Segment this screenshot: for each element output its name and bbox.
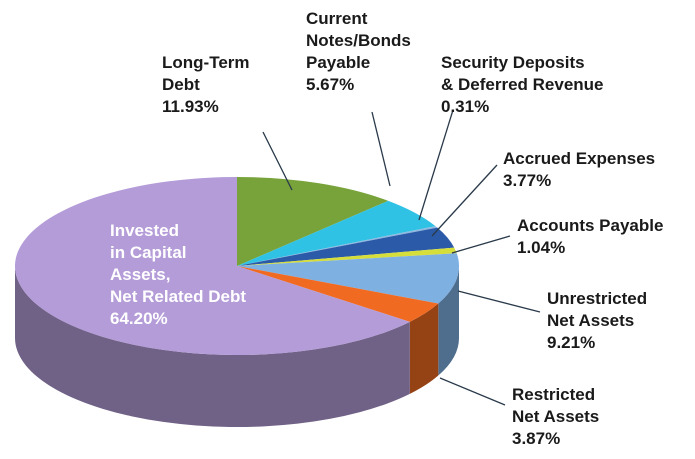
slice-label: Current Notes/Bonds Payable 5.67% bbox=[306, 8, 411, 96]
category-name: Accounts Payable bbox=[517, 216, 664, 235]
slice-label: Unrestricted Net Assets 9.21% bbox=[547, 288, 647, 354]
pie-sides bbox=[15, 266, 459, 428]
category-name: Restricted Net Assets bbox=[512, 385, 600, 426]
value-label: 0.31% bbox=[441, 97, 490, 116]
leader-line bbox=[451, 235, 511, 254]
pie-tops bbox=[15, 177, 460, 356]
value-label: 11.93% bbox=[162, 97, 219, 116]
category-name: Current Notes/Bonds Payable bbox=[306, 9, 411, 72]
leader-line bbox=[262, 131, 293, 191]
slice-side bbox=[15, 266, 410, 428]
slice-label: Security Deposits & Deferred Revenue 0.31… bbox=[441, 52, 604, 118]
slice bbox=[237, 253, 460, 304]
slice bbox=[237, 227, 455, 266]
slice-label: Accounts Payable 1.04% bbox=[517, 215, 663, 259]
leader-line bbox=[371, 111, 391, 187]
slice bbox=[237, 177, 389, 266]
slice bbox=[15, 177, 410, 356]
value-label: 5.67% bbox=[306, 75, 355, 94]
slice-label: Long-Term Debt 11.93% bbox=[162, 52, 250, 118]
leader-lines bbox=[262, 109, 541, 406]
slice bbox=[237, 226, 438, 266]
value-label: 9.21% bbox=[547, 333, 596, 352]
value-label: 1.04% bbox=[517, 238, 566, 257]
leader-line bbox=[439, 377, 506, 406]
slice bbox=[237, 200, 436, 266]
category-name: Invested in Capital Assets, Net Related … bbox=[110, 221, 247, 306]
category-name: Security Deposits & Deferred Revenue bbox=[441, 53, 604, 94]
leader-line bbox=[431, 164, 498, 237]
category-name: Accrued Expenses bbox=[503, 149, 656, 168]
leader-line bbox=[418, 109, 454, 221]
slice bbox=[237, 247, 457, 266]
slice bbox=[237, 266, 439, 322]
category-name: Long-Term Debt bbox=[162, 53, 250, 94]
slice-label: Accrued Expenses 3.77% bbox=[503, 148, 655, 192]
value-label: 3.87% bbox=[512, 429, 561, 448]
slice-label: Restricted Net Assets 3.87% bbox=[512, 384, 599, 450]
slice-side bbox=[438, 266, 459, 376]
category-name: Unrestricted Net Assets bbox=[547, 289, 648, 330]
value-label: 3.77% bbox=[503, 171, 552, 190]
slice-label: Invested in Capital Assets, Net Related … bbox=[110, 220, 246, 330]
value-label: 64.20% bbox=[110, 309, 168, 328]
leader-line bbox=[457, 290, 541, 313]
slice-side bbox=[409, 303, 439, 394]
